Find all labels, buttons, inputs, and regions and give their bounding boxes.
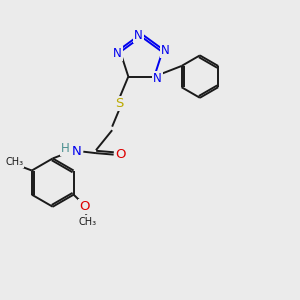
Text: CH₃: CH₃ <box>5 157 23 167</box>
Text: CH₃: CH₃ <box>79 217 97 227</box>
Text: N: N <box>153 72 162 85</box>
Text: N: N <box>71 145 81 158</box>
Text: O: O <box>79 200 90 213</box>
Text: S: S <box>115 97 124 110</box>
Text: H: H <box>61 142 70 154</box>
Text: O: O <box>115 148 125 161</box>
Text: N: N <box>134 29 143 42</box>
Text: N: N <box>113 47 122 60</box>
Text: N: N <box>161 44 170 57</box>
